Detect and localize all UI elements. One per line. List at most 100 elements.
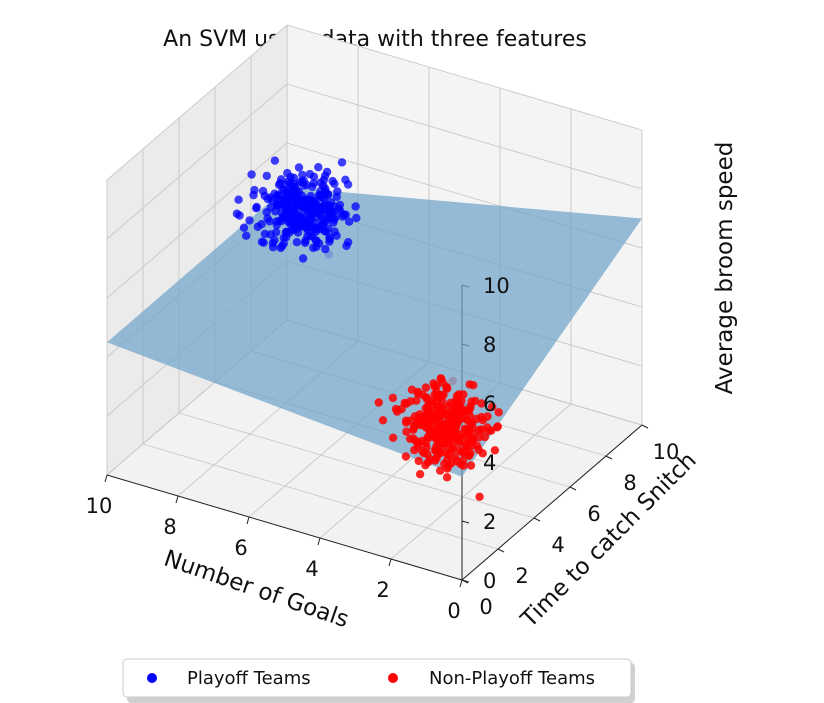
data-point	[478, 449, 487, 458]
data-point	[388, 393, 398, 403]
data-point	[450, 402, 460, 411]
z-tick-label: 8	[483, 333, 496, 357]
data-point	[442, 473, 452, 482]
data-point	[415, 470, 425, 479]
data-point	[410, 412, 420, 421]
y-tick-label: 8	[623, 471, 636, 495]
data-point	[272, 228, 281, 237]
data-point	[414, 456, 423, 466]
data-point	[378, 416, 388, 425]
data-point	[249, 190, 258, 200]
data-point	[287, 225, 297, 235]
data-point	[286, 172, 295, 182]
x-tick-label: 10	[86, 494, 113, 518]
data-point	[459, 449, 469, 458]
left-pane	[107, 25, 287, 475]
data-point	[477, 425, 486, 434]
grid-line	[142, 443, 499, 550]
data-point	[475, 492, 484, 501]
legend-marker-playoff	[147, 673, 157, 683]
data-point	[232, 209, 242, 218]
data-point	[451, 452, 460, 461]
z-tick-label: 10	[483, 274, 510, 298]
grid-line	[106, 24, 288, 181]
y-axis-line	[461, 424, 643, 581]
data-point	[343, 180, 353, 189]
data-point	[263, 214, 272, 223]
data-point	[423, 401, 433, 410]
data-point	[465, 411, 475, 420]
data-point	[431, 446, 440, 455]
y-tick-labels: 0 2 4 6 8 10	[479, 440, 679, 619]
data-point	[297, 199, 307, 208]
data-point	[322, 167, 332, 177]
data-point	[418, 446, 427, 456]
data-point	[262, 171, 271, 181]
data-point	[292, 238, 302, 247]
data-point	[467, 435, 477, 444]
legend: Playoff Teams Non-Playoff Teams	[122, 658, 635, 703]
data-point	[298, 254, 308, 263]
data-point	[247, 170, 256, 179]
z-tick-label: 0	[483, 569, 496, 593]
legend-label-playoff: Playoff Teams	[187, 668, 311, 689]
data-point	[430, 426, 440, 435]
z-axis-label: Average broom speed	[712, 142, 738, 395]
data-point	[458, 456, 468, 465]
chart-title: An SVM using data with three features	[163, 27, 587, 52]
y-tick-mark	[641, 424, 649, 429]
data-point	[454, 409, 463, 418]
data-point	[298, 170, 307, 180]
data-point	[303, 232, 312, 241]
z-tick-label: 4	[483, 451, 496, 475]
data-point	[374, 398, 383, 407]
data-point	[472, 441, 482, 450]
x-tick-label: 0	[447, 599, 460, 623]
z-tick-mark	[461, 520, 470, 524]
data-point	[483, 412, 492, 421]
data-point	[423, 433, 432, 442]
data-point	[316, 178, 325, 187]
x-tick-label: 6	[234, 536, 247, 560]
data-point	[284, 187, 293, 196]
legend-box	[122, 658, 632, 698]
x-tick-labels: 0 2 4 6 8 10	[86, 494, 461, 623]
data-point	[493, 422, 502, 431]
data-point	[342, 241, 351, 251]
points-in-front-of-plane	[232, 156, 503, 501]
data-point	[304, 205, 313, 214]
grid-line	[286, 24, 643, 131]
data-point	[252, 202, 261, 212]
data-point	[273, 200, 282, 209]
data-point	[299, 181, 308, 190]
data-point	[444, 402, 453, 411]
data-point	[477, 399, 486, 408]
data-point	[275, 216, 284, 225]
data-point	[260, 229, 270, 239]
data-point	[352, 213, 361, 223]
data-point	[330, 227, 339, 236]
grid-line	[286, 83, 643, 190]
data-point	[253, 222, 262, 231]
data-point	[242, 231, 251, 240]
data-point	[339, 210, 349, 219]
data-point	[461, 440, 471, 450]
data-point	[488, 402, 497, 411]
data-point	[451, 433, 461, 443]
data-point	[239, 223, 249, 232]
y-tick-mark	[497, 548, 505, 553]
data-point	[436, 391, 446, 400]
data-point	[270, 156, 280, 165]
data-point	[318, 193, 328, 202]
data-point	[276, 243, 285, 253]
data-point	[469, 381, 478, 390]
x-tick-mark	[175, 495, 179, 504]
data-point	[333, 187, 342, 196]
data-point	[441, 427, 450, 437]
data-point	[490, 446, 500, 455]
x-tick-label: 2	[376, 578, 389, 602]
data-point	[286, 179, 295, 189]
data-point	[324, 202, 333, 211]
data-point	[421, 383, 431, 392]
data-point	[448, 416, 458, 425]
